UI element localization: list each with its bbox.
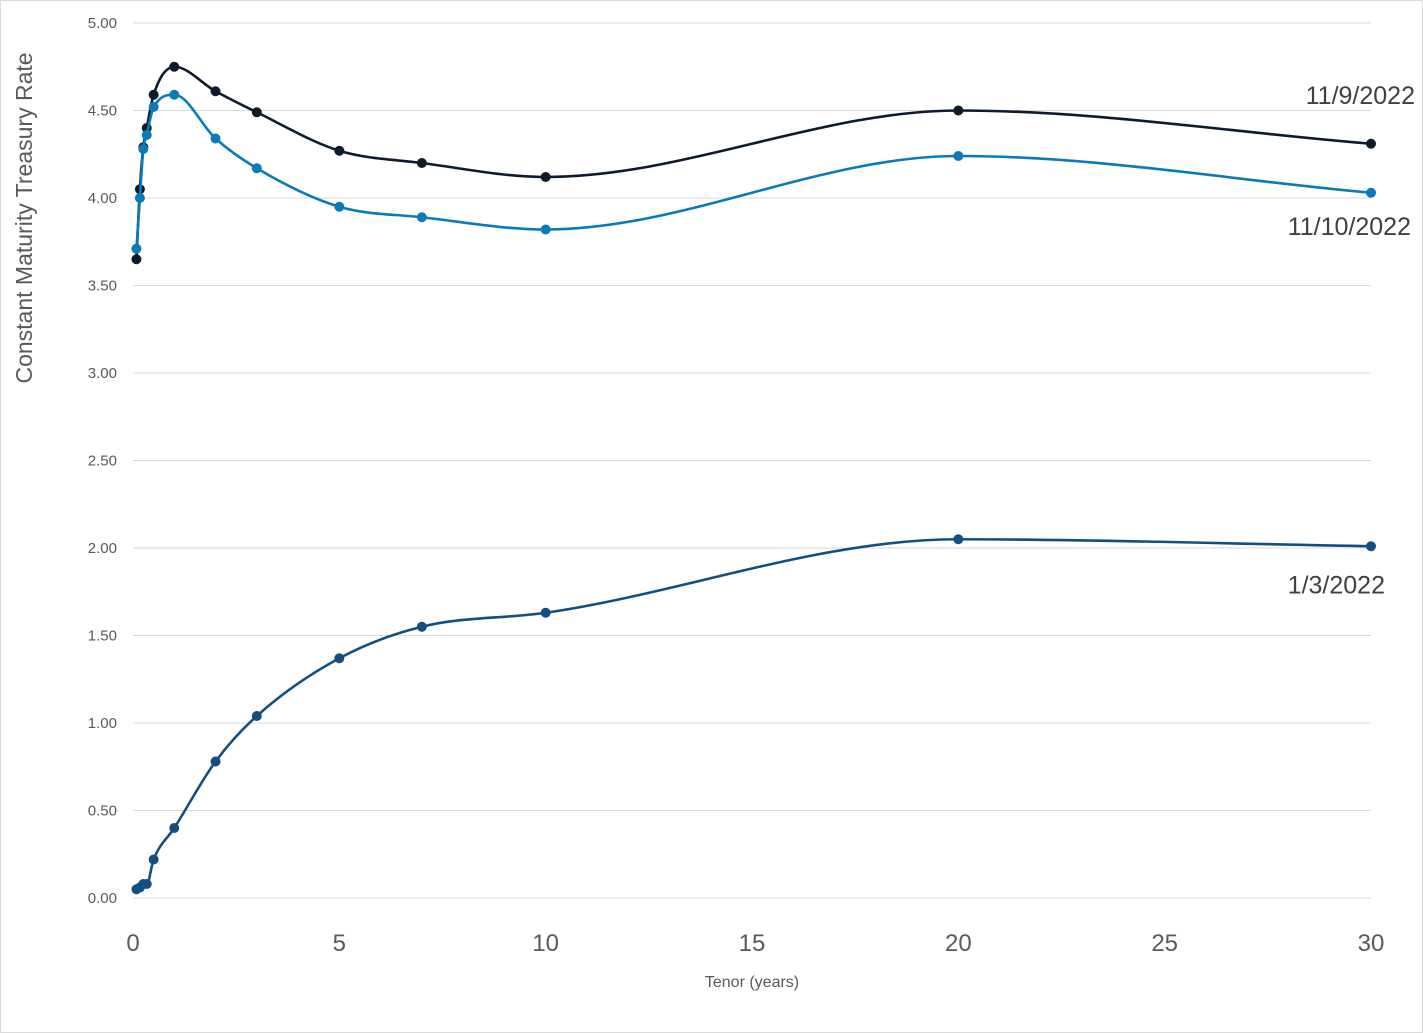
data-point <box>334 653 345 664</box>
series-label: 1/3/2022 <box>1288 571 1385 599</box>
data-point <box>148 102 159 112</box>
y-tick-label: 3.50 <box>88 278 117 295</box>
data-point <box>334 145 345 156</box>
y-tick-label: 1.00 <box>88 715 117 732</box>
data-point <box>953 105 964 116</box>
x-tick-label: 20 <box>945 930 972 957</box>
data-point <box>540 607 551 618</box>
data-point <box>540 172 551 182</box>
y-tick-label: 1.50 <box>88 628 117 645</box>
x-axis-ticks: 0 5 10 15 20 25 30 <box>126 930 1384 957</box>
data-point <box>251 711 262 721</box>
x-tick-label: 5 <box>333 930 346 957</box>
x-tick-label: 10 <box>532 930 559 957</box>
x-tick-label: 30 <box>1358 930 1385 957</box>
data-point <box>416 212 427 223</box>
gridlines <box>133 22 1371 899</box>
x-tick-label: 0 <box>126 930 139 957</box>
data-point <box>953 534 964 545</box>
series-layer <box>131 61 1376 895</box>
data-point <box>210 133 221 144</box>
series-0 <box>131 61 1376 265</box>
data-point <box>1366 541 1376 552</box>
y-tick-label: 2.00 <box>88 540 117 557</box>
y-tick-label: 0.00 <box>88 890 117 907</box>
y-axis-label: Constant Maturity Treasury Rate <box>11 52 37 383</box>
data-point <box>169 61 180 72</box>
data-point <box>416 621 427 632</box>
data-point <box>148 854 159 865</box>
data-point <box>169 89 180 100</box>
data-point <box>141 130 152 140</box>
series-1 <box>131 89 1376 254</box>
data-point <box>141 879 152 889</box>
series-label: 11/10/2022 <box>1288 213 1411 241</box>
y-tick-label: 4.50 <box>88 103 117 120</box>
y-tick-label: 5.00 <box>88 15 117 32</box>
data-point <box>148 89 159 100</box>
data-point <box>251 107 262 118</box>
x-axis-label: Tenor (years) <box>705 974 799 991</box>
y-tick-label: 2.50 <box>88 453 117 470</box>
series-line <box>135 537 1372 891</box>
series-2 <box>131 534 1376 895</box>
y-axis-ticks: 0.00 0.50 1.00 1.50 2.00 2.50 3.00 3.50 4.00 4.50… <box>88 15 117 907</box>
y-tick-label: 3.00 <box>88 365 117 382</box>
data-point <box>334 201 345 212</box>
data-point <box>131 254 142 265</box>
data-point <box>169 823 180 833</box>
data-point <box>138 144 149 154</box>
data-point <box>540 224 551 235</box>
data-point <box>210 86 221 97</box>
series-line <box>135 65 1372 260</box>
series-labels: 11/9/2022 11/10/2022 1/3/2022 <box>1288 82 1415 600</box>
x-tick-label: 15 <box>739 930 766 957</box>
data-point <box>1366 138 1376 149</box>
series-label: 11/9/2022 <box>1306 82 1415 110</box>
series-line <box>135 93 1372 249</box>
x-tick-label: 25 <box>1151 930 1178 957</box>
y-tick-label: 0.50 <box>88 803 117 820</box>
data-point <box>416 158 427 168</box>
data-point <box>131 243 142 254</box>
y-tick-label: 4.00 <box>88 190 117 207</box>
data-point <box>953 151 964 161</box>
data-point <box>251 163 262 174</box>
data-point <box>210 756 221 767</box>
data-point <box>1366 187 1376 198</box>
data-point <box>134 193 145 203</box>
